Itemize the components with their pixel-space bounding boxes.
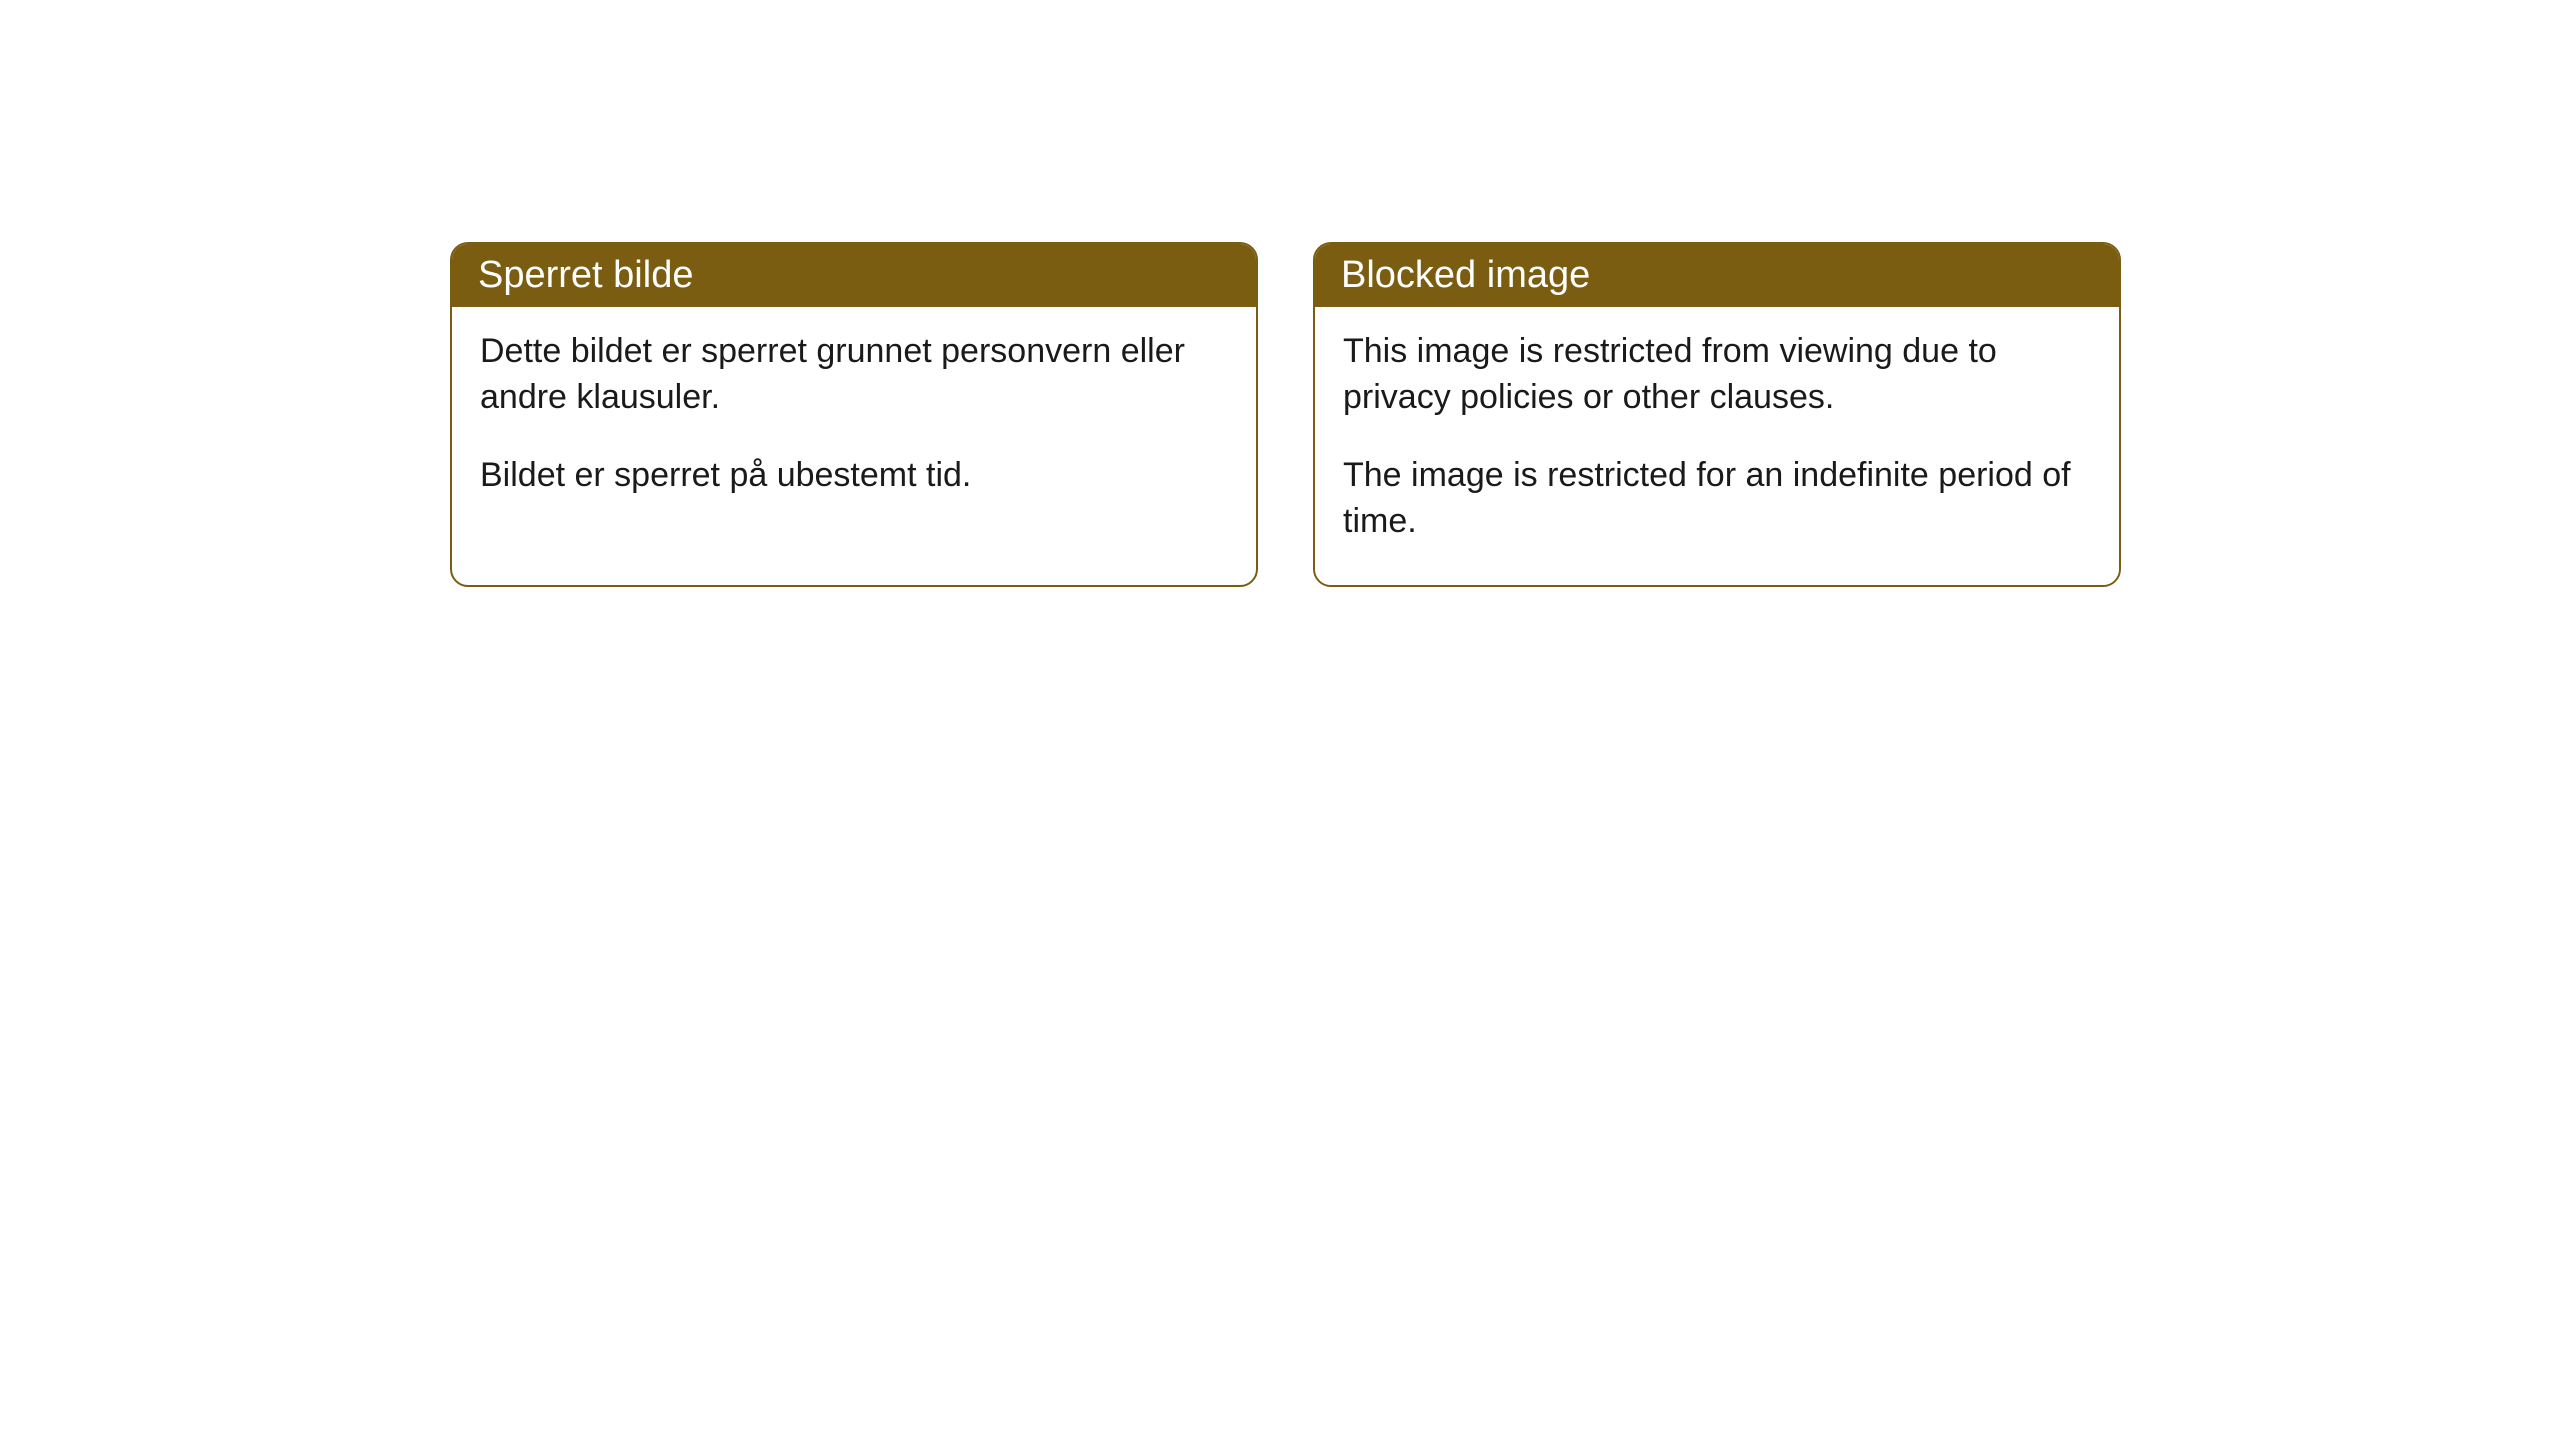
card-header-english: Blocked image — [1315, 244, 2119, 307]
card-paragraph-1: This image is restricted from viewing du… — [1343, 329, 2091, 421]
card-paragraph-1: Dette bildet er sperret grunnet personve… — [480, 329, 1228, 421]
notice-card-english: Blocked image This image is restricted f… — [1313, 242, 2121, 587]
notice-cards-container: Sperret bilde Dette bildet er sperret gr… — [450, 242, 2121, 587]
card-title: Sperret bilde — [478, 254, 693, 296]
card-title: Blocked image — [1341, 254, 1590, 296]
card-header-norwegian: Sperret bilde — [452, 244, 1256, 307]
card-body-english: This image is restricted from viewing du… — [1315, 307, 2119, 585]
card-paragraph-2: Bildet er sperret på ubestemt tid. — [480, 453, 1228, 499]
card-body-norwegian: Dette bildet er sperret grunnet personve… — [452, 307, 1256, 539]
card-paragraph-2: The image is restricted for an indefinit… — [1343, 453, 2091, 545]
notice-card-norwegian: Sperret bilde Dette bildet er sperret gr… — [450, 242, 1258, 587]
